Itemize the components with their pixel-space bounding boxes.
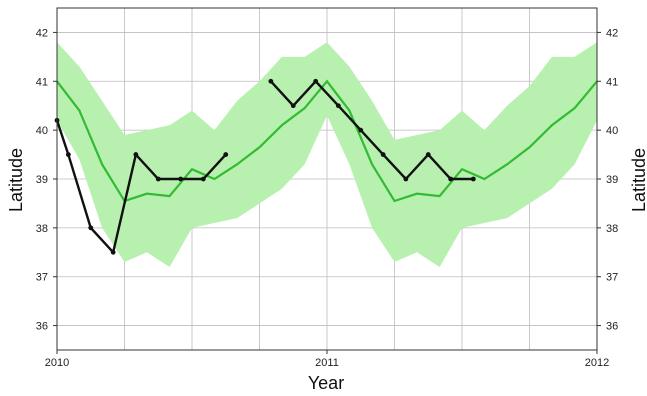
data-point	[223, 152, 229, 157]
data-point	[200, 176, 206, 182]
series-line-observed-segment-2	[269, 79, 474, 181]
x-tick-label: 2010	[45, 357, 69, 369]
y-axis-title-right: Latitude	[629, 148, 647, 212]
x-axis-title: Year	[308, 373, 344, 393]
y-tick-label-right: 38	[606, 223, 618, 235]
data-point	[448, 176, 454, 182]
y-tick-label-left: 41	[36, 76, 48, 88]
data-point	[110, 249, 116, 255]
data-point	[470, 176, 476, 182]
y-tick-label-left: 37	[36, 272, 48, 284]
y-tick-label-left: 36	[36, 321, 48, 333]
series-layer	[54, 78, 598, 255]
y-tick-label-left: 39	[36, 174, 48, 186]
data-point	[313, 78, 319, 84]
data-point	[403, 176, 409, 182]
data-point	[65, 152, 71, 157]
data-point	[380, 152, 386, 157]
y-tick-label-right: 40	[606, 125, 618, 137]
data-point	[133, 152, 139, 157]
series-line-mean	[56, 79, 598, 203]
x-tick-label: 2011	[315, 357, 339, 369]
data-point	[290, 103, 296, 109]
range-band-layer	[57, 42, 597, 267]
y-tick-label-right: 42	[606, 27, 618, 39]
range-band	[57, 42, 597, 267]
y-tick-label-left: 40	[36, 125, 48, 137]
y-tick-label-left: 42	[36, 27, 48, 39]
data-point	[335, 103, 341, 109]
y-tick-label-left: 38	[36, 223, 48, 235]
y-axis-title-left: Latitude	[6, 148, 26, 212]
y-tick-label-right: 39	[606, 174, 618, 186]
data-point	[155, 176, 161, 182]
data-point	[358, 127, 364, 133]
x-tick-label: 2012	[585, 357, 609, 369]
data-point	[268, 78, 274, 84]
data-point	[88, 225, 94, 231]
tick-layer: 36 36 37 37 38 38 39 39 40 40 41 41 42 42 2010 2011 2012	[36, 27, 619, 369]
data-point	[425, 152, 431, 157]
y-tick-label-right: 37	[606, 272, 618, 284]
y-tick-label-right: 41	[606, 76, 618, 88]
data-point	[178, 176, 184, 182]
y-tick-label-right: 36	[606, 321, 618, 333]
